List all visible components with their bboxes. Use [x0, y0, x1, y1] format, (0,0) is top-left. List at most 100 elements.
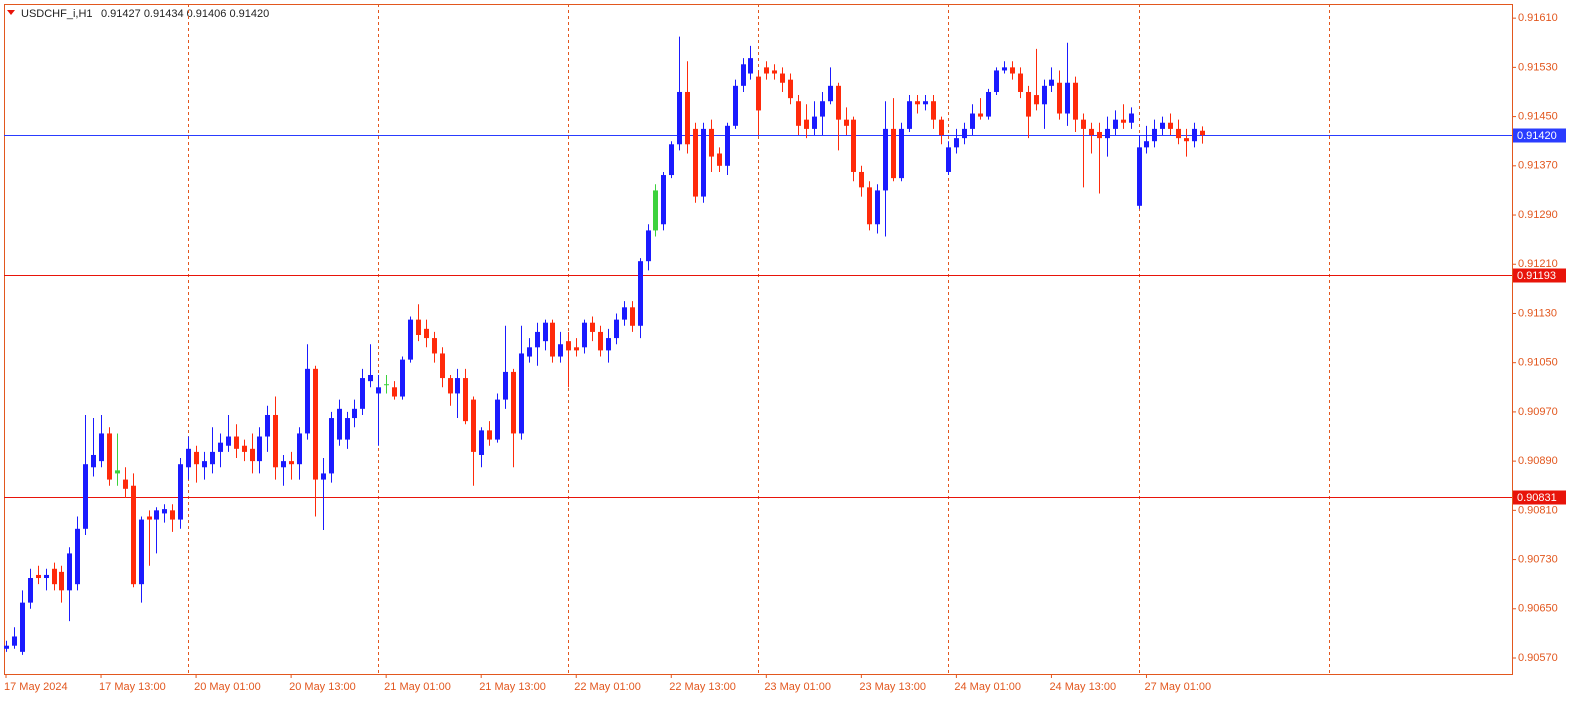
candle-body: [20, 602, 25, 652]
candle-body: [820, 101, 825, 117]
candle-body: [273, 414, 278, 468]
y-tick-label: 0.91370: [1518, 160, 1558, 172]
candle-body: [360, 378, 365, 409]
candle-body: [756, 76, 761, 111]
price-label-box: [1513, 128, 1566, 143]
candle-body: [265, 414, 270, 437]
candle-body: [202, 461, 207, 468]
candle-body: [234, 436, 239, 449]
price-label: 0.91420: [1517, 130, 1557, 142]
candle-body: [804, 119, 809, 129]
candle-body: [907, 101, 912, 129]
candle-body: [448, 378, 453, 394]
y-tick-label: 0.91130: [1518, 307, 1557, 319]
x-tick-label: 17 May 13:00: [99, 681, 166, 693]
candle-body: [519, 353, 524, 434]
candle-body: [297, 433, 302, 465]
candle-body: [1057, 82, 1062, 114]
candle-body: [432, 338, 437, 354]
candle-body: [875, 190, 880, 225]
candle-body: [1034, 95, 1039, 105]
candle-body: [1184, 138, 1189, 142]
candle-body: [986, 91, 991, 117]
x-tick-label: 20 May 01:00: [194, 681, 261, 693]
candle-body: [867, 187, 872, 225]
candle-body: [1065, 82, 1070, 114]
y-tick-label: 0.90890: [1518, 455, 1558, 467]
candle-body: [622, 307, 627, 320]
candle-body: [946, 147, 951, 172]
candle-body: [139, 519, 144, 585]
candle-body: [257, 436, 262, 462]
candle-body: [923, 101, 928, 105]
candle-body: [321, 473, 326, 480]
candle-body: [289, 461, 294, 465]
candle-body: [677, 91, 682, 145]
candle-body: [1089, 128, 1094, 136]
candle-body: [186, 448, 191, 468]
candle-body: [646, 230, 651, 262]
candle-body: [440, 353, 445, 379]
candle-body: [1200, 130, 1205, 136]
candle-body: [1097, 131, 1102, 139]
chart-title: USDCHF_i,H1: [21, 8, 93, 20]
candle-body: [844, 119, 849, 126]
candle-body: [661, 175, 666, 225]
candle-body: [52, 568, 57, 585]
symbol-marker: [7, 10, 15, 15]
candle-body: [899, 128, 904, 179]
price-label-box: [1513, 268, 1566, 283]
candle-body: [170, 510, 175, 520]
candle-body: [1042, 85, 1047, 105]
x-tick-label: 22 May 01:00: [574, 681, 641, 693]
candle-body: [741, 64, 746, 86]
candle-body: [210, 451, 215, 465]
candle-body: [1073, 82, 1078, 120]
candle-body: [162, 509, 167, 514]
candle-body: [796, 101, 801, 126]
candle-body: [788, 79, 793, 99]
candle-body: [83, 464, 88, 529]
candle-body: [535, 331, 540, 348]
candle-body: [329, 418, 334, 474]
price-label: 0.90831: [1517, 492, 1557, 504]
candle-body: [1002, 67, 1007, 71]
candle-body: [812, 116, 817, 129]
candle-body: [511, 371, 516, 434]
price-label-box: [1513, 490, 1566, 505]
candle-body: [1121, 119, 1126, 123]
candle-body: [709, 128, 714, 157]
y-tick-label: 0.90570: [1518, 652, 1558, 664]
candle-body: [701, 128, 706, 197]
y-tick-label: 0.90810: [1518, 504, 1558, 516]
candle-body: [305, 368, 310, 434]
candle-body: [194, 451, 199, 465]
candle-body: [337, 408, 342, 440]
x-tick-label: 23 May 13:00: [859, 681, 926, 693]
candle-body: [590, 322, 595, 332]
candle-body: [281, 461, 286, 468]
candle-body: [463, 378, 468, 422]
candle-body: [352, 408, 357, 419]
candle-body: [883, 128, 888, 191]
candle-body: [748, 58, 753, 74]
x-tick-label: 20 May 13:00: [289, 681, 356, 693]
candle-body: [313, 368, 318, 480]
candle-body: [685, 91, 690, 145]
candle-body: [574, 347, 579, 351]
candle-body: [836, 85, 841, 120]
candle-body: [91, 454, 96, 468]
candle-body: [630, 307, 635, 326]
y-tick-label: 0.91610: [1518, 12, 1558, 24]
candle-body: [725, 125, 730, 166]
candle-body: [828, 85, 833, 102]
candle-body: [1176, 128, 1181, 139]
candle-body: [392, 387, 397, 397]
candle-body: [345, 418, 350, 440]
candle-body: [1018, 73, 1023, 92]
candle-body: [1168, 122, 1173, 129]
candle-body: [772, 70, 777, 74]
candle-body: [178, 464, 183, 520]
candle-body: [99, 433, 104, 462]
